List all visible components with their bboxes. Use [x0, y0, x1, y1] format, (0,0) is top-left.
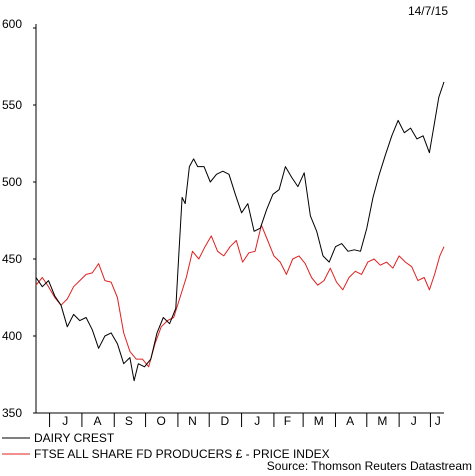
- y-tick-label: 550: [2, 98, 22, 112]
- y-tick-label: 500: [2, 175, 22, 189]
- x-tick-label: M: [314, 414, 324, 428]
- x-tick-label: M: [377, 414, 387, 428]
- x-tick-label: J: [435, 414, 441, 428]
- x-tick-label: A: [346, 414, 354, 428]
- x-tick-label: F: [284, 414, 291, 428]
- series-line-ftse-food-producers: [35, 224, 445, 368]
- y-tick-label: 400: [2, 329, 22, 343]
- legend: DAIRY CREST FTSE ALL SHARE FD PRODUCERS …: [2, 431, 330, 461]
- legend-label-dairy-crest: DAIRY CREST: [34, 431, 115, 445]
- y-tick-label: 600: [2, 17, 22, 31]
- source-label: Source: Thomson Reuters Datastream: [267, 459, 472, 473]
- x-tick-label: J: [62, 414, 68, 428]
- legend-label-ftse-food-producers: FTSE ALL SHARE FD PRODUCERS £ - PRICE IN…: [34, 447, 330, 461]
- x-tick-label: N: [188, 414, 197, 428]
- x-tick-label: S: [125, 414, 133, 428]
- x-tick-label: J: [411, 414, 417, 428]
- x-tick-label: A: [94, 414, 102, 428]
- series-line-dairy-crest: [35, 81, 445, 382]
- y-axis: 350 400 450 500 550 600: [2, 17, 37, 420]
- x-tick-label: O: [157, 414, 166, 428]
- plot-lines: [35, 81, 445, 382]
- y-tick-label: 350: [2, 406, 22, 420]
- date-label: 14/7/15: [408, 4, 448, 18]
- x-tick-label: J: [254, 414, 260, 428]
- y-tick-label: 450: [2, 252, 22, 266]
- x-tick-label: D: [221, 414, 230, 428]
